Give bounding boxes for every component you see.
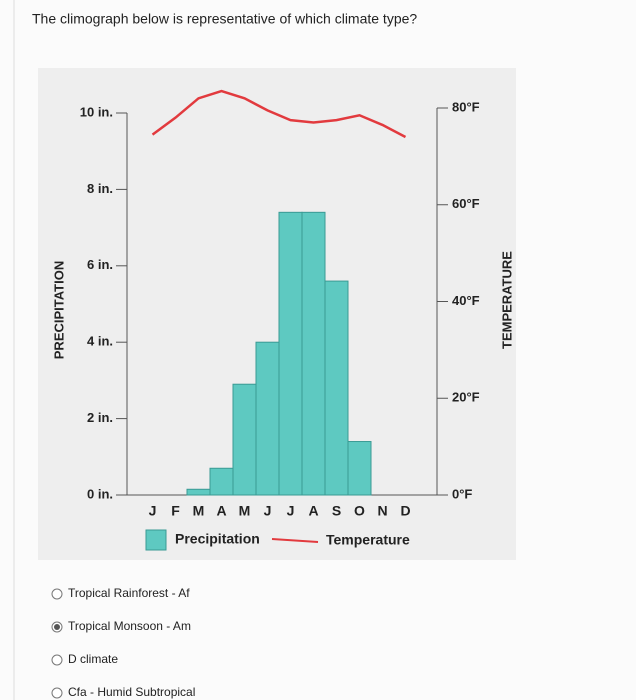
option-label[interactable]: Cfa - Humid Subtropical <box>68 685 195 699</box>
x-tick-label: A <box>216 503 226 519</box>
radio[interactable] <box>51 687 63 699</box>
x-tick-label: J <box>287 503 295 519</box>
legend-label: Temperature <box>326 532 410 548</box>
x-tick-label: O <box>354 503 365 519</box>
option-label[interactable]: D climate <box>68 652 118 666</box>
legend-swatch <box>145 529 167 551</box>
radio-dot <box>54 624 60 630</box>
legend-label: Precipitation <box>175 531 260 547</box>
y2-tick-label: 80°F <box>452 99 480 114</box>
x-tick-label: J <box>264 503 272 519</box>
y-tick-label: 6 in. <box>87 257 113 272</box>
x-tick-label: F <box>171 503 180 519</box>
y2-tick-label: 20°F <box>452 390 480 405</box>
radio[interactable] <box>51 654 63 666</box>
question: The climograph below is representative o… <box>32 11 417 27</box>
x-tick-label: A <box>308 503 318 519</box>
bar <box>324 280 349 496</box>
y2-axis-label: TEMPERATURE <box>499 251 514 349</box>
x-tick-label: M <box>193 503 205 519</box>
bar <box>255 341 280 496</box>
y-tick-label: 4 in. <box>87 334 113 349</box>
bar <box>278 211 303 496</box>
option-label[interactable]: Tropical Rainforest - Af <box>68 586 190 600</box>
x-tick-label: M <box>239 503 251 519</box>
x-tick-label: J <box>149 503 157 519</box>
y2-tick-label: 0°F <box>452 486 472 501</box>
y-axis-label: PRECIPITATION <box>51 261 66 359</box>
y-tick-label: 2 in. <box>87 410 113 425</box>
y2-tick-label: 60°F <box>452 196 480 211</box>
x-tick-label: N <box>377 503 387 519</box>
y-tick-label: 0 in. <box>87 486 113 501</box>
temperature-line <box>151 89 407 139</box>
bar <box>232 383 257 496</box>
option-label[interactable]: Tropical Monsoon - Am <box>68 619 191 633</box>
bar <box>186 488 211 496</box>
bar <box>301 211 326 496</box>
radio[interactable] <box>51 588 63 600</box>
x-tick-label: S <box>332 503 341 519</box>
legend-line <box>271 538 319 543</box>
y2-tick-label: 40°F <box>452 293 480 308</box>
bar <box>347 441 372 496</box>
x-tick-label: D <box>400 503 410 519</box>
y-tick-label: 10 in. <box>80 104 113 119</box>
y-tick-label: 8 in. <box>87 181 113 196</box>
bar <box>209 467 234 496</box>
